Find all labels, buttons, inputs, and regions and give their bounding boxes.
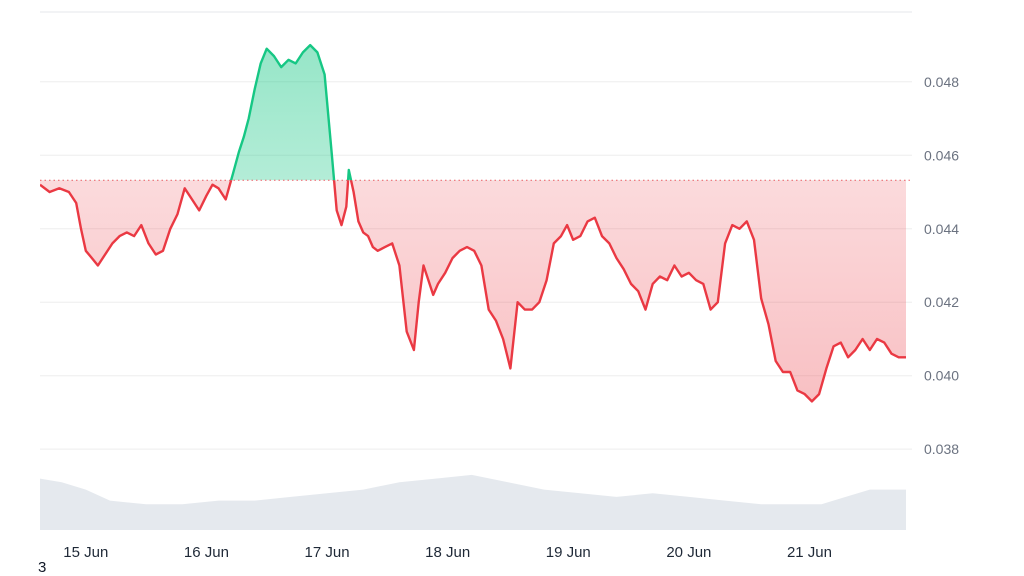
- price-line-below-baseline: [40, 180, 906, 403]
- x-tick-label: 21 Jun: [787, 544, 832, 561]
- y-tick-label: 0.042: [924, 294, 959, 310]
- volume-area: [40, 474, 906, 530]
- x-tick-label: 16 Jun: [184, 544, 229, 561]
- x-tick-label: 15 Jun: [63, 544, 108, 561]
- price-area-above-baseline: [231, 45, 352, 181]
- x-tick-label: 20 Jun: [666, 544, 711, 561]
- y-tick-label: 0.048: [924, 74, 959, 90]
- y-tick-label: 0.044: [924, 221, 959, 237]
- x-tick-label: 18 Jun: [425, 544, 470, 561]
- y-tick-label: 0.038: [924, 441, 959, 457]
- y-tick-label: 0.046: [924, 147, 959, 163]
- x-tick-label: 17 Jun: [305, 544, 350, 561]
- price-area-below-baseline: [40, 180, 906, 402]
- corner-note: 3: [38, 559, 47, 576]
- x-tick-label: 19 Jun: [546, 544, 591, 561]
- y-tick-label: 0.040: [924, 368, 959, 384]
